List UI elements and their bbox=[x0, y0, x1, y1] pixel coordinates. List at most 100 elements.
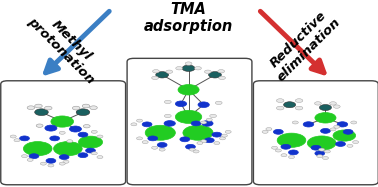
Circle shape bbox=[330, 128, 336, 131]
Circle shape bbox=[145, 125, 175, 140]
Circle shape bbox=[22, 155, 28, 158]
Circle shape bbox=[292, 121, 298, 124]
Circle shape bbox=[317, 155, 323, 158]
Circle shape bbox=[183, 125, 213, 140]
Circle shape bbox=[336, 142, 345, 146]
Circle shape bbox=[159, 148, 165, 151]
Circle shape bbox=[152, 76, 158, 79]
Circle shape bbox=[191, 121, 201, 126]
Circle shape bbox=[275, 149, 281, 152]
Circle shape bbox=[276, 106, 284, 110]
Circle shape bbox=[35, 109, 48, 116]
Circle shape bbox=[210, 114, 217, 118]
Circle shape bbox=[262, 130, 268, 133]
FancyBboxPatch shape bbox=[1, 81, 125, 185]
Circle shape bbox=[45, 125, 57, 131]
Circle shape bbox=[23, 142, 52, 156]
Circle shape bbox=[201, 121, 207, 124]
Circle shape bbox=[193, 150, 199, 153]
Circle shape bbox=[164, 114, 171, 118]
Circle shape bbox=[307, 136, 336, 150]
Circle shape bbox=[202, 121, 213, 126]
Circle shape bbox=[321, 128, 330, 133]
Circle shape bbox=[40, 162, 46, 165]
Circle shape bbox=[212, 132, 222, 137]
Circle shape bbox=[185, 62, 192, 65]
Circle shape bbox=[45, 106, 52, 110]
FancyBboxPatch shape bbox=[253, 81, 378, 185]
Circle shape bbox=[319, 105, 332, 111]
Circle shape bbox=[153, 70, 160, 73]
Circle shape bbox=[209, 72, 222, 78]
Circle shape bbox=[337, 122, 348, 127]
Circle shape bbox=[131, 123, 137, 126]
Circle shape bbox=[50, 136, 60, 141]
Circle shape bbox=[76, 109, 90, 116]
Circle shape bbox=[20, 136, 29, 141]
Circle shape bbox=[67, 140, 73, 143]
Circle shape bbox=[204, 138, 214, 143]
Circle shape bbox=[63, 160, 69, 163]
Circle shape bbox=[59, 155, 69, 160]
Text: Methyl
protonation: Methyl protonation bbox=[25, 5, 107, 87]
Circle shape bbox=[48, 164, 54, 167]
Circle shape bbox=[333, 130, 356, 141]
Circle shape bbox=[343, 129, 353, 134]
Circle shape bbox=[78, 132, 88, 137]
Circle shape bbox=[333, 105, 340, 108]
Circle shape bbox=[222, 134, 228, 137]
Circle shape bbox=[83, 125, 90, 128]
Circle shape bbox=[324, 150, 330, 153]
Text: Reductive
elimination: Reductive elimination bbox=[264, 5, 343, 84]
Circle shape bbox=[51, 116, 74, 127]
Circle shape bbox=[136, 137, 143, 140]
Circle shape bbox=[218, 76, 225, 79]
Circle shape bbox=[195, 67, 201, 70]
Circle shape bbox=[59, 162, 65, 165]
Circle shape bbox=[311, 145, 321, 150]
Circle shape bbox=[315, 113, 336, 123]
FancyBboxPatch shape bbox=[127, 58, 252, 185]
Circle shape bbox=[90, 106, 97, 110]
Circle shape bbox=[214, 142, 220, 145]
Circle shape bbox=[218, 70, 225, 73]
Circle shape bbox=[73, 106, 80, 110]
Circle shape bbox=[36, 124, 43, 127]
Circle shape bbox=[142, 141, 148, 144]
Circle shape bbox=[175, 101, 187, 107]
Circle shape bbox=[156, 72, 169, 78]
Circle shape bbox=[157, 142, 167, 147]
Circle shape bbox=[273, 129, 283, 134]
Circle shape bbox=[330, 102, 336, 105]
Circle shape bbox=[148, 136, 158, 141]
Circle shape bbox=[35, 104, 42, 108]
Circle shape bbox=[79, 136, 102, 148]
Text: TMA
adsorption: TMA adsorption bbox=[144, 2, 233, 34]
Circle shape bbox=[29, 154, 39, 159]
Circle shape bbox=[225, 130, 231, 133]
Circle shape bbox=[46, 158, 56, 163]
Circle shape bbox=[353, 141, 359, 144]
Circle shape bbox=[276, 99, 284, 102]
Circle shape bbox=[314, 102, 321, 105]
Circle shape bbox=[186, 144, 195, 149]
Circle shape bbox=[201, 140, 207, 143]
Circle shape bbox=[351, 121, 357, 124]
Circle shape bbox=[78, 153, 88, 158]
Circle shape bbox=[319, 148, 325, 151]
Circle shape bbox=[27, 106, 35, 110]
Circle shape bbox=[288, 156, 294, 159]
Circle shape bbox=[175, 110, 202, 123]
Circle shape bbox=[97, 135, 103, 138]
Circle shape bbox=[142, 122, 152, 127]
Circle shape bbox=[277, 133, 306, 147]
Circle shape bbox=[295, 106, 303, 110]
Circle shape bbox=[220, 137, 226, 140]
Circle shape bbox=[164, 100, 171, 104]
Circle shape bbox=[197, 142, 203, 145]
Circle shape bbox=[27, 158, 33, 161]
Circle shape bbox=[322, 157, 328, 160]
Circle shape bbox=[166, 70, 173, 73]
Circle shape bbox=[14, 139, 20, 142]
Circle shape bbox=[182, 65, 195, 71]
